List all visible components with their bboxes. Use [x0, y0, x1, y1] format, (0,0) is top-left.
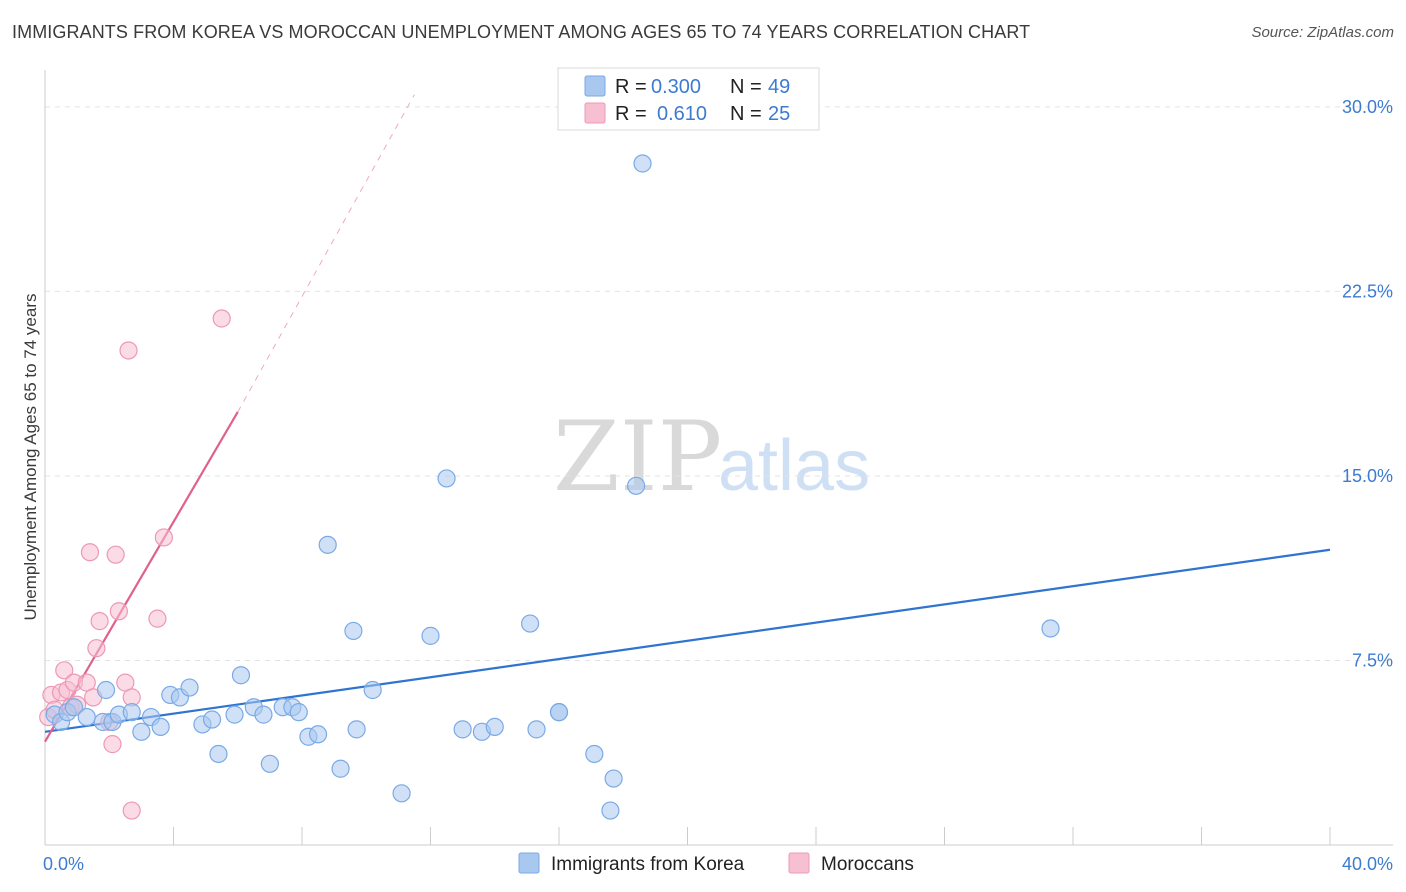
point-korea [289, 703, 308, 722]
chart-source: Source: ZipAtlas.com [1251, 24, 1394, 41]
point-moroccans [55, 661, 74, 680]
point-korea [202, 710, 222, 729]
legend-swatch-korea [584, 75, 606, 97]
point-korea [1041, 619, 1060, 638]
point-korea [520, 614, 540, 633]
point-korea [209, 744, 228, 764]
y-tick-label: 7.5% [1352, 650, 1393, 670]
point-korea [231, 666, 251, 685]
point-korea [64, 698, 84, 717]
point-korea [254, 705, 273, 724]
point-korea [421, 626, 440, 645]
point-korea [308, 725, 328, 744]
point-korea [585, 744, 604, 764]
point-korea [527, 720, 546, 739]
bottom-legend: Immigrants from Korea Moroccans [518, 852, 914, 875]
point-korea [180, 678, 199, 697]
point-moroccans [119, 341, 138, 360]
y-tick-labels: 7.5% 15.0% 22.5% 30.0% [1342, 97, 1393, 671]
point-korea [344, 621, 363, 641]
point-korea [331, 759, 350, 778]
x-tick-label: 40.0% [1342, 854, 1393, 874]
trend-line-moroccans-extension [237, 94, 415, 413]
legend-n-value-korea: 49 [768, 76, 790, 98]
point-moroccans [154, 528, 173, 547]
y-axis-label: Unemployment Among Ages 65 to 74 years [21, 294, 40, 621]
point-korea [151, 717, 170, 737]
point-korea [260, 754, 279, 773]
legend-r-label-moroccans: R = [615, 103, 647, 125]
bottom-legend-label-korea: Immigrants from Korea [551, 854, 745, 875]
point-moroccans [148, 609, 167, 628]
point-korea [96, 680, 116, 700]
point-korea [633, 154, 652, 173]
point-moroccans [122, 801, 141, 820]
point-korea [437, 469, 456, 488]
bottom-legend-swatch-korea [518, 852, 540, 874]
point-korea [347, 720, 366, 739]
point-korea [77, 707, 96, 727]
legend: R = 0.300 N = 49 R = 0.610 N = 25 [557, 67, 820, 131]
x-tick-labels: 0.0% 40.0% [43, 854, 1393, 874]
legend-swatch-moroccans [584, 102, 606, 124]
point-korea [225, 705, 244, 724]
point-moroccans [109, 602, 128, 621]
point-korea [485, 717, 504, 737]
point-moroccans [103, 735, 122, 754]
legend-n-value-moroccans: 25 [768, 103, 790, 125]
y-tick-label: 22.5% [1342, 281, 1393, 301]
chart-title: IMMIGRANTS FROM KOREA VS MOROCCAN UNEMPL… [12, 22, 1031, 42]
y-tick-label: 15.0% [1342, 466, 1393, 486]
x-tick-label: 0.0% [43, 854, 84, 874]
point-korea [549, 703, 569, 722]
point-korea [453, 720, 472, 739]
point-moroccans [212, 309, 231, 328]
grid-lines [45, 106, 1393, 661]
watermark-atlas: atlas [718, 426, 870, 506]
trend-line-korea [44, 548, 1331, 733]
point-moroccans [90, 612, 109, 631]
y-tick-label: 30.0% [1342, 97, 1393, 117]
legend-r-value-korea: 0.300 [651, 76, 701, 98]
point-moroccans [106, 545, 125, 564]
legend-r-value-moroccans: 0.610 [657, 103, 707, 125]
point-korea [601, 801, 620, 820]
bottom-legend-swatch-moroccans [788, 852, 810, 874]
watermark-zip: ZIP [553, 401, 722, 513]
legend-n-label-moroccans: N = [730, 103, 762, 125]
legend-r-label-korea: R = [615, 76, 647, 98]
point-moroccans [87, 639, 106, 658]
point-korea [363, 680, 382, 700]
point-korea [122, 703, 141, 722]
point-korea [626, 476, 646, 495]
point-korea [132, 722, 151, 741]
point-korea [604, 769, 623, 788]
point-korea [392, 784, 411, 803]
point-moroccans [80, 543, 100, 562]
data-points [39, 154, 1060, 820]
legend-n-label-korea: N = [730, 76, 762, 98]
point-korea [318, 535, 337, 554]
bottom-legend-label-moroccans: Moroccans [821, 854, 914, 875]
